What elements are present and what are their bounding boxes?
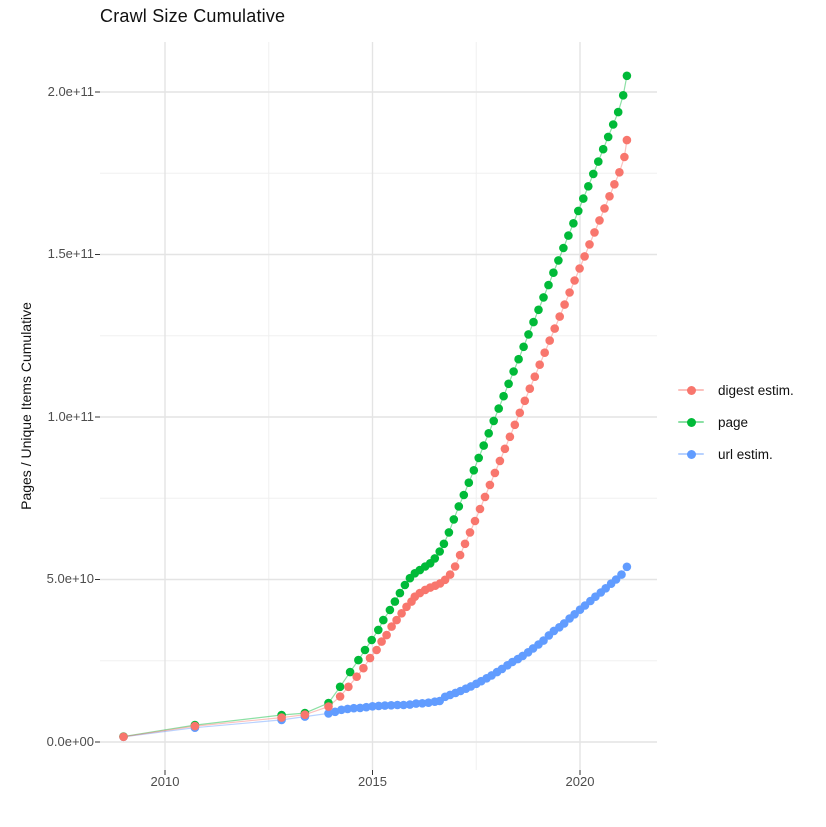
legend-label-page: page [718, 414, 749, 430]
y-tick-label-0: 0.0e+00 [46, 734, 94, 749]
y-tick-label-1e11: 1.0e+11 [47, 409, 94, 424]
x-tick-label-2010: 2010 [150, 774, 180, 789]
legend-label-digest-estim: digest estim. [718, 382, 794, 398]
legend-key-url-icon [676, 445, 706, 463]
legend: digest estim. page url estim. [676, 374, 794, 470]
x-tick-label-2015: 2015 [358, 774, 387, 789]
y-tick-label-2e11: 2.0e+11 [47, 84, 94, 99]
y-tick-label-1.5e11: 1.5e+11 [47, 246, 94, 261]
legend-entry-url-estim: url estim. [676, 438, 794, 470]
y-axis-title: Pages / Unique Items Cumulative [18, 302, 34, 510]
chart-title: Crawl Size Cumulative [100, 6, 286, 26]
x-tick-label-2020: 2020 [565, 774, 595, 789]
legend-label-url-estim: url estim. [718, 446, 773, 462]
legend-entry-digest-estim: digest estim. [676, 374, 794, 406]
y-tick-label-5e10: 5.0e+10 [46, 571, 94, 586]
legend-key-page-icon [676, 413, 706, 431]
legend-key-digest-icon [676, 381, 706, 399]
legend-entry-page: page [676, 406, 794, 438]
